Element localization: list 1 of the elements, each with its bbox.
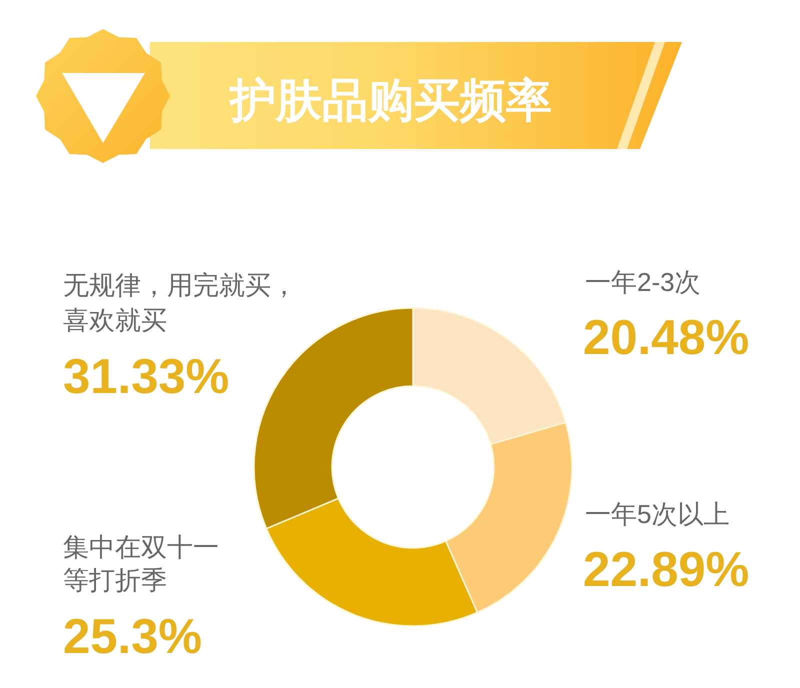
title: 护肤品购买频率 xyxy=(228,73,553,128)
